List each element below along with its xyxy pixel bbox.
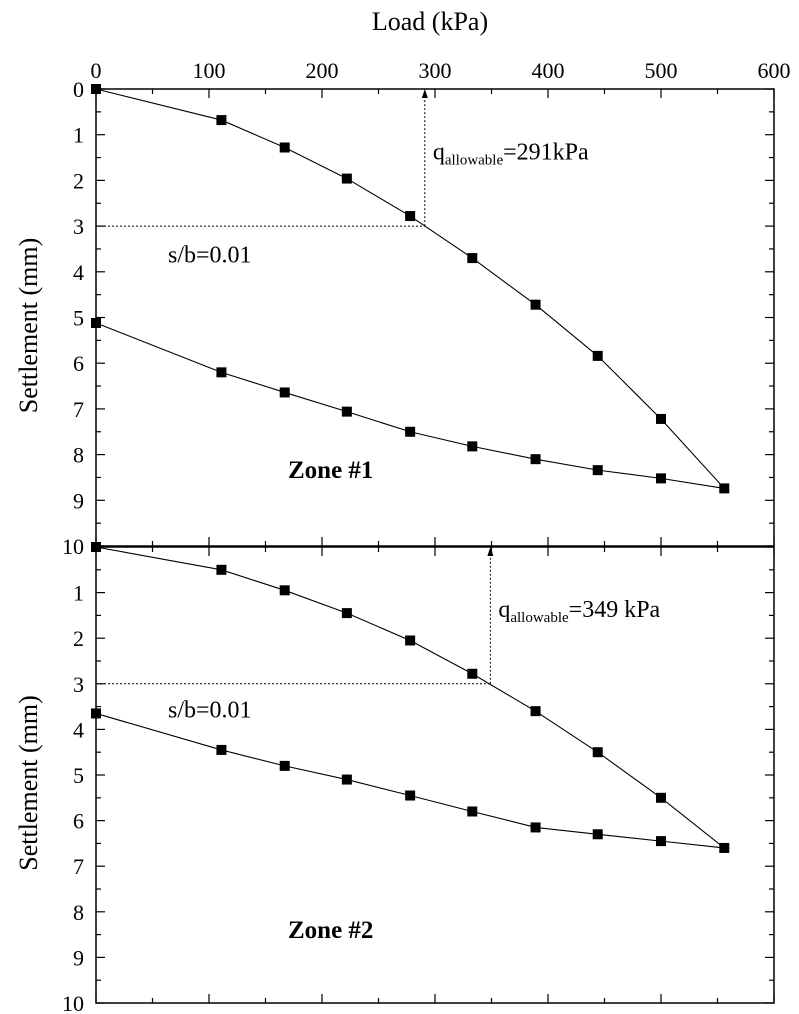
data-point: [279, 142, 290, 153]
data-point: [530, 706, 541, 717]
data-point: [592, 465, 603, 476]
data-point: [91, 708, 101, 719]
y-tick-label: 8: [73, 900, 84, 925]
data-point: [719, 483, 730, 494]
data-point: [592, 350, 603, 361]
y-tick-label: 5: [73, 306, 84, 331]
y-tick-label: 8: [73, 443, 84, 468]
arrow-up-icon: [487, 547, 494, 556]
criterion-label: s/b=0.01: [168, 242, 252, 268]
q-symbol: q: [433, 139, 445, 165]
q-value-text: =349 kPa: [569, 597, 661, 623]
data-point: [530, 822, 541, 833]
data-point: [467, 441, 478, 452]
y-tick-label: 10: [62, 991, 84, 1014]
y-tick-label: 4: [73, 260, 84, 285]
x-tick-label: 600: [758, 58, 791, 83]
data-point: [467, 253, 478, 264]
q-allowable-label: qallowable=291kPa: [433, 139, 589, 168]
y-tick-label: 1: [73, 123, 84, 148]
y-axis-title: Settlement (mm): [14, 238, 43, 413]
x-tick-label: 100: [193, 58, 226, 83]
criterion-label: s/b=0.01: [168, 698, 252, 724]
data-point: [467, 668, 478, 679]
data-point: [216, 564, 227, 575]
y-tick-label: 1: [73, 581, 84, 606]
zone-label: Zone #1: [288, 457, 373, 484]
data-point: [656, 413, 666, 424]
q-subscript: allowable: [510, 610, 569, 626]
data-point: [592, 747, 603, 758]
y-tick-label: 9: [73, 945, 84, 970]
y-tick-label: 10: [62, 534, 84, 559]
data-point: [91, 542, 101, 552]
data-point: [279, 387, 290, 398]
y-tick-label: 7: [73, 397, 84, 422]
data-point: [405, 790, 416, 801]
data-point: [405, 635, 416, 646]
data-point: [216, 115, 227, 126]
data-point: [341, 774, 352, 785]
data-point: [279, 585, 290, 596]
data-point: [530, 299, 541, 310]
data-point: [91, 317, 101, 328]
y-tick-label: 7: [73, 854, 84, 879]
data-point: [405, 211, 416, 222]
arrow-up-icon: [421, 89, 428, 98]
x-tick-label: 500: [645, 58, 678, 83]
y-tick-label: 2: [73, 626, 84, 651]
data-point: [279, 760, 290, 771]
data-point: [341, 173, 352, 184]
data-point: [405, 426, 416, 437]
data-point: [341, 406, 352, 417]
q-value-text: =291kPa: [503, 139, 589, 165]
plot-frame: [95, 546, 775, 1004]
x-tick-label: 400: [532, 58, 565, 83]
x-axis-title: Load (kPa): [372, 7, 488, 36]
data-point: [656, 836, 666, 847]
y-tick-label: 6: [73, 809, 84, 834]
y-tick-label: 9: [73, 488, 84, 513]
y-axis-title: Settlement (mm): [14, 695, 43, 870]
q-symbol: q: [498, 597, 510, 623]
data-point: [656, 792, 666, 803]
y-tick-label: 4: [73, 717, 84, 742]
data-point: [592, 829, 603, 840]
data-point: [341, 608, 352, 619]
y-tick-label: 3: [73, 672, 84, 697]
y-tick-label: 2: [73, 168, 84, 193]
data-point: [656, 473, 666, 484]
x-tick-label: 0: [91, 58, 102, 83]
data-point: [530, 454, 541, 465]
data-point: [719, 842, 730, 853]
data-point: [216, 367, 227, 378]
x-tick-label: 200: [306, 58, 339, 83]
q-subscript: allowable: [445, 152, 504, 168]
y-tick-label: 5: [73, 763, 84, 788]
y-tick-label: 6: [73, 351, 84, 376]
panel-2: 1 2 3 4 5 6 7 8 9 10 Settlement (mm) qallowable=349…: [14, 542, 775, 1014]
y-tick-label: 0: [73, 77, 84, 102]
q-allowable-label: qallowable=349 kPa: [498, 597, 660, 626]
y-tick-label: 3: [73, 214, 84, 239]
data-point: [216, 744, 227, 755]
x-tick-label: 300: [419, 58, 452, 83]
data-point: [467, 806, 478, 817]
zone-label: Zone #2: [288, 917, 373, 944]
data-point: [91, 84, 101, 94]
